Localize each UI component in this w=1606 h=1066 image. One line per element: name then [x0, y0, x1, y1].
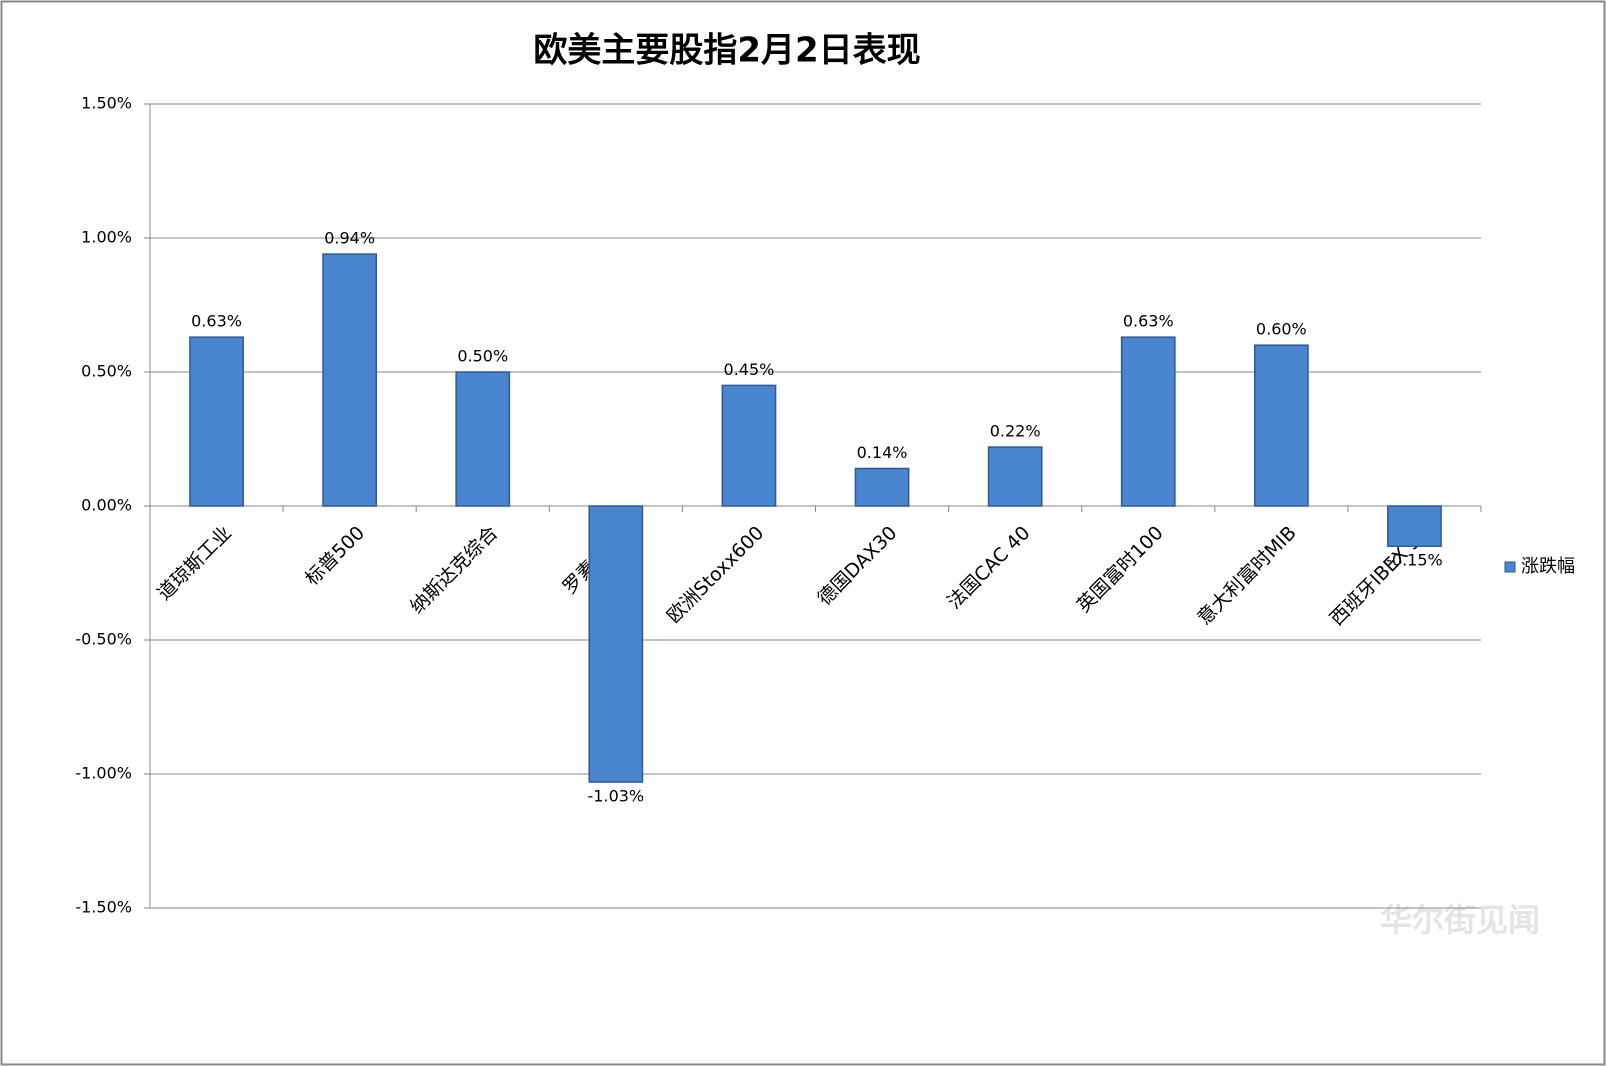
bar	[1253, 344, 1309, 507]
data-label: 0.14%	[857, 443, 908, 462]
y-tick-label: 1.00%	[81, 228, 132, 247]
data-label: 0.63%	[1123, 312, 1174, 331]
y-tick-label: -1.00%	[75, 764, 132, 783]
y-tick-label: 0.50%	[81, 362, 132, 381]
legend-swatch	[1504, 561, 1516, 573]
bar	[1387, 505, 1442, 547]
data-label: 0.63%	[191, 312, 242, 331]
bar	[1120, 336, 1176, 507]
data-label: 0.94%	[324, 229, 375, 248]
bar	[455, 371, 511, 507]
bar	[987, 446, 1043, 507]
data-label: 0.60%	[1256, 320, 1307, 339]
y-tick-label: 1.50%	[81, 94, 132, 113]
data-label: -1.03%	[588, 787, 645, 806]
y-tick-label: -1.50%	[75, 898, 132, 917]
watermark: 华尔街见闻	[1380, 901, 1540, 939]
data-label: 0.50%	[457, 347, 508, 366]
bar	[854, 467, 910, 507]
y-tick-label: 0.00%	[81, 496, 132, 515]
bar	[721, 384, 777, 507]
bar	[189, 336, 244, 507]
data-label: 0.22%	[990, 422, 1041, 441]
bar	[588, 505, 644, 783]
bar	[322, 253, 378, 507]
legend-label: 涨跌幅	[1521, 556, 1575, 577]
y-tick-label: -0.50%	[75, 630, 132, 649]
data-label: -0.15%	[1386, 551, 1443, 570]
chart-title: 欧美主要股指2月2日表现	[533, 31, 920, 71]
data-label: 0.45%	[724, 360, 775, 379]
